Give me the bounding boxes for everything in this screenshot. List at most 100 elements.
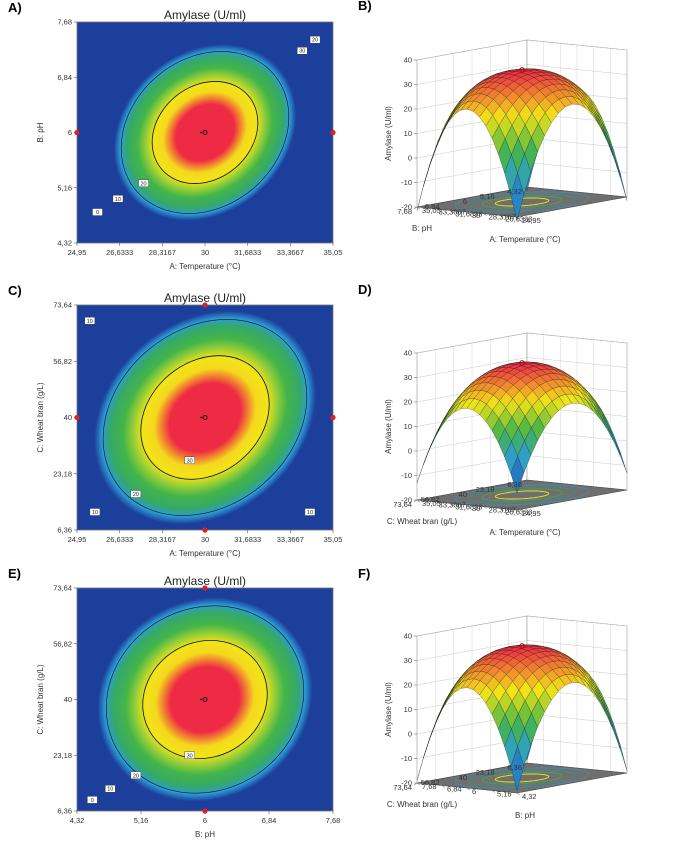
x-tick-label: 28,3167 xyxy=(149,535,176,544)
y-tick-mark xyxy=(441,777,445,781)
center-point xyxy=(202,415,208,420)
y-tick-label: 6 xyxy=(68,128,72,137)
contour-line xyxy=(151,81,259,184)
z-tick-label: -20 xyxy=(401,496,412,505)
y-tick-mark xyxy=(468,489,473,493)
contour-label-box xyxy=(89,508,101,516)
plot-title: Amylase (U/ml) xyxy=(164,574,246,588)
design-point xyxy=(330,414,336,421)
y-tick-label: 23,18 xyxy=(476,485,495,494)
floor-contour xyxy=(494,490,550,500)
y-tick-label: 6 xyxy=(463,197,467,206)
plot-title: Amylase (U/ml) xyxy=(164,8,246,22)
contour-label: 30 xyxy=(299,49,305,55)
contour-label: 20 xyxy=(140,181,146,187)
y-axis-label: C: Wheat bran (g/L) xyxy=(36,382,45,453)
contour-label: 10 xyxy=(92,510,98,516)
z-tick-label: 30 xyxy=(404,373,412,382)
x-tick-label: 26,6333 xyxy=(106,535,133,544)
panel-label: E) xyxy=(8,566,21,581)
contour-label: 30 xyxy=(187,458,193,464)
contour-line xyxy=(102,319,308,516)
x-tick-mark xyxy=(416,782,421,786)
contour-label: 10 xyxy=(107,787,113,793)
y-axis-label: C: Wheat bran (g/L) xyxy=(387,800,458,809)
x-tick-label: 24,95 xyxy=(68,248,87,257)
x-tick-mark xyxy=(450,503,454,506)
y-tick-mark xyxy=(523,762,528,766)
y-tick-label: 73,64 xyxy=(53,584,72,593)
x-tick-label: 33,3667 xyxy=(439,501,466,510)
x-tick-mark xyxy=(441,785,446,788)
z-tick-label: -20 xyxy=(401,203,412,212)
x-tick-mark xyxy=(483,213,487,216)
contour-label: 10 xyxy=(115,197,121,203)
z-axis-label: Amylase (U/ml) xyxy=(384,399,393,454)
contour-label-box xyxy=(87,796,98,804)
x-tick-label: 7,68 xyxy=(326,816,341,825)
floor-contour xyxy=(468,486,576,504)
contour-line xyxy=(120,51,290,214)
contour-label-box xyxy=(112,195,124,203)
y-tick-label: 40 xyxy=(64,695,72,704)
x-tick-label: 31,6833 xyxy=(455,209,482,218)
z-axis-label: Amylase (U/ml) xyxy=(384,682,393,737)
design-point xyxy=(519,643,525,649)
x-tick-label: 6 xyxy=(472,787,476,796)
y-tick-label: 23,18 xyxy=(53,751,72,760)
x-tick-label: 31,6833 xyxy=(455,502,482,511)
y-tick-label: 56,82 xyxy=(53,357,72,366)
x-tick-mark xyxy=(500,508,504,511)
x-tick-label: 6 xyxy=(203,816,207,825)
y-axis-label: B: pH xyxy=(36,122,45,142)
z-tick-label: 30 xyxy=(404,656,412,665)
y-tick-label: 6,36 xyxy=(507,763,522,772)
design-point xyxy=(330,129,336,136)
x-tick-label: 4,32 xyxy=(70,816,85,825)
y-tick-label: 7,68 xyxy=(57,18,72,27)
y-tick-label: 6,36 xyxy=(507,480,522,489)
y-tick-label: 23,18 xyxy=(476,768,495,777)
y-tick-label: 5,16 xyxy=(480,192,495,201)
z-tick-label: 40 xyxy=(404,632,412,641)
response-surface xyxy=(416,361,628,494)
y-tick-label: 7,68 xyxy=(397,207,412,216)
contour-label-box xyxy=(304,508,316,516)
z-tick-label: -10 xyxy=(401,178,412,187)
contour-label-box xyxy=(130,490,142,498)
x-tick-label: 33,3667 xyxy=(439,208,466,217)
y-tick-mark xyxy=(496,484,500,488)
y-axis-label: B: pH xyxy=(412,224,432,233)
center-point xyxy=(202,697,208,702)
floor-contour xyxy=(481,771,563,785)
contour-label-box xyxy=(92,208,103,216)
x-tick-label: 30 xyxy=(472,211,480,220)
y-tick-label: 6,84 xyxy=(425,202,440,211)
contour-label: 0 xyxy=(96,210,99,216)
x-axis-label: B: pH xyxy=(515,811,535,820)
contour-line xyxy=(142,640,268,759)
floor-contour xyxy=(468,193,576,211)
y-tick-mark xyxy=(413,499,418,503)
z-axis-label: Amylase (U/ml) xyxy=(384,106,393,161)
x-tick-label: 35,05 xyxy=(422,206,441,215)
y-tick-label: 40 xyxy=(459,773,467,782)
x-tick-mark xyxy=(516,792,521,796)
z-tick-label: -20 xyxy=(401,779,412,788)
z-tick-label: 10 xyxy=(404,705,412,714)
y-tick-label: 56,82 xyxy=(421,495,440,504)
y-tick-label: 6,36 xyxy=(57,807,72,816)
x-axis-label: B: pH xyxy=(195,830,215,839)
y-tick-label: 4,32 xyxy=(57,239,72,248)
x-tick-label: 7,68 xyxy=(422,782,437,791)
x-tick-label: 24,95 xyxy=(522,509,541,518)
z-tick-label: 40 xyxy=(404,56,412,65)
x-tick-label: 30 xyxy=(472,504,480,513)
x-tick-label: 31,6833 xyxy=(234,535,261,544)
y-tick-label: 5,16 xyxy=(57,183,72,192)
design-point xyxy=(202,585,208,591)
y-tick-label: 6,36 xyxy=(57,526,72,535)
contour-label-box xyxy=(309,35,321,44)
response-map xyxy=(77,22,333,243)
x-tick-label: 5,16 xyxy=(134,816,149,825)
